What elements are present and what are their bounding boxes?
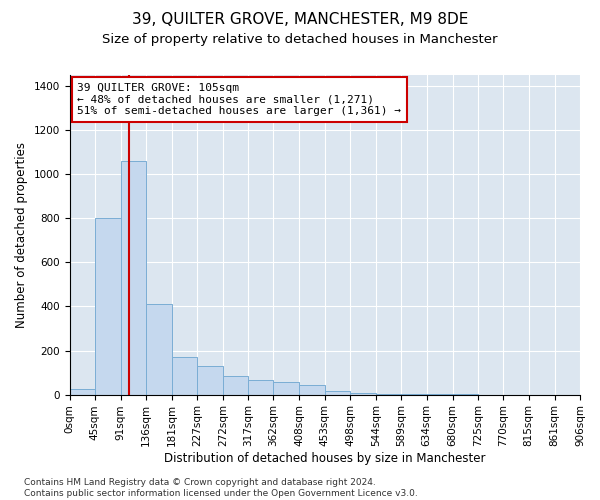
Bar <box>325 392 350 394</box>
Text: Contains HM Land Registry data © Crown copyright and database right 2024.
Contai: Contains HM Land Registry data © Crown c… <box>24 478 418 498</box>
Text: Size of property relative to detached houses in Manchester: Size of property relative to detached ho… <box>102 32 498 46</box>
Bar <box>299 384 325 394</box>
Bar <box>197 366 223 394</box>
Text: 39 QUILTER GROVE: 105sqm
← 48% of detached houses are smaller (1,271)
51% of sem: 39 QUILTER GROVE: 105sqm ← 48% of detach… <box>77 83 401 116</box>
Bar <box>248 380 274 394</box>
Y-axis label: Number of detached properties: Number of detached properties <box>15 142 28 328</box>
Text: 39, QUILTER GROVE, MANCHESTER, M9 8DE: 39, QUILTER GROVE, MANCHESTER, M9 8DE <box>132 12 468 28</box>
Bar <box>223 376 248 394</box>
X-axis label: Distribution of detached houses by size in Manchester: Distribution of detached houses by size … <box>164 452 485 465</box>
Bar <box>95 218 121 394</box>
Bar <box>350 393 376 394</box>
Bar <box>146 304 172 394</box>
Bar <box>70 389 95 394</box>
Bar <box>274 382 299 394</box>
Bar <box>121 161 146 394</box>
Bar <box>172 357 197 395</box>
